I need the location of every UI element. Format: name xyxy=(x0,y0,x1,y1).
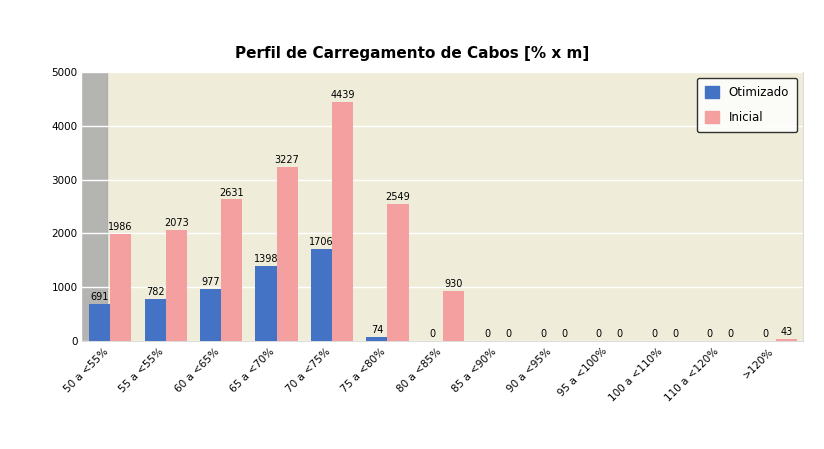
Legend: Otimizado, Inicial: Otimizado, Inicial xyxy=(697,78,798,132)
Text: 0: 0 xyxy=(728,330,734,339)
Text: 1706: 1706 xyxy=(309,238,334,247)
Bar xyxy=(200,289,221,341)
Bar xyxy=(775,339,797,341)
Text: 1986: 1986 xyxy=(109,222,133,232)
Text: Perfil de Carregamento de Cabos [% x m]: Perfil de Carregamento de Cabos [% x m] xyxy=(235,46,589,62)
Text: 0: 0 xyxy=(561,330,568,339)
Text: 2631: 2631 xyxy=(219,188,244,198)
Text: 691: 691 xyxy=(91,292,109,302)
Bar xyxy=(166,229,187,341)
Text: 0: 0 xyxy=(616,330,623,339)
Bar xyxy=(311,249,332,341)
Text: 0: 0 xyxy=(672,330,678,339)
Text: 0: 0 xyxy=(485,330,491,339)
Text: 2073: 2073 xyxy=(164,218,189,228)
Text: 0: 0 xyxy=(651,330,658,339)
Text: 977: 977 xyxy=(201,277,220,287)
Text: 2549: 2549 xyxy=(386,192,410,202)
Text: 0: 0 xyxy=(707,330,713,339)
Text: 74: 74 xyxy=(371,326,383,335)
Bar xyxy=(110,234,131,341)
Text: 3227: 3227 xyxy=(274,155,299,166)
Text: 4439: 4439 xyxy=(330,90,355,100)
Text: 0: 0 xyxy=(541,330,546,339)
Text: 0: 0 xyxy=(506,330,512,339)
Bar xyxy=(89,304,110,341)
Bar xyxy=(144,299,166,341)
Bar xyxy=(332,102,353,341)
Bar xyxy=(387,204,409,341)
Text: 782: 782 xyxy=(146,287,164,297)
Text: 0: 0 xyxy=(596,330,602,339)
Bar xyxy=(221,199,242,341)
Bar xyxy=(367,337,387,341)
Text: 43: 43 xyxy=(780,327,793,337)
Bar xyxy=(82,72,107,341)
Text: 1398: 1398 xyxy=(254,254,279,264)
Bar xyxy=(277,167,297,341)
Text: 0: 0 xyxy=(762,330,768,339)
Text: 0: 0 xyxy=(429,330,435,339)
Bar xyxy=(255,266,277,341)
Text: 930: 930 xyxy=(444,279,462,289)
Bar xyxy=(443,291,464,341)
